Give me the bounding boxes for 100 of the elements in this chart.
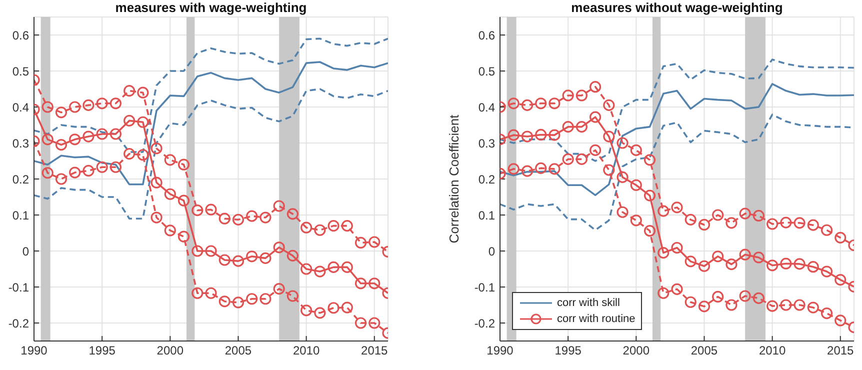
y-tick-label: -0.2 <box>474 316 496 330</box>
point <box>314 224 326 236</box>
point <box>548 129 560 141</box>
point <box>42 101 54 113</box>
point <box>246 293 258 305</box>
x-tick-label: 2010 <box>292 344 320 358</box>
point <box>124 85 136 97</box>
x-tick-label: 1990 <box>486 344 514 358</box>
point <box>658 205 670 217</box>
point <box>630 179 642 191</box>
point <box>780 258 792 270</box>
point <box>354 236 367 249</box>
point <box>739 248 751 260</box>
point <box>658 247 670 259</box>
point <box>124 148 136 160</box>
x-tick-label: 2010 <box>758 344 786 358</box>
chart-title: measures with wage-weighting <box>114 0 308 15</box>
point <box>314 307 326 319</box>
point <box>548 98 560 110</box>
point <box>368 278 380 290</box>
point <box>82 164 94 177</box>
point <box>137 86 149 98</box>
point <box>218 212 230 224</box>
point <box>739 290 751 302</box>
point <box>616 206 628 218</box>
point <box>328 220 340 232</box>
point <box>698 260 710 272</box>
x-tick-label: 2005 <box>690 344 718 358</box>
point <box>630 144 642 156</box>
point <box>354 278 367 290</box>
point <box>178 194 190 206</box>
point <box>698 218 710 231</box>
point <box>205 204 217 216</box>
y-tick-label: 0 <box>488 244 496 258</box>
point <box>820 224 833 236</box>
y-axis-title: Correlation Coefficient <box>446 114 462 244</box>
point <box>726 258 738 270</box>
point <box>192 204 204 216</box>
point <box>137 149 149 161</box>
point <box>82 130 94 142</box>
point <box>780 216 792 228</box>
point <box>658 287 670 299</box>
x-tick-label: 2005 <box>224 344 252 358</box>
point <box>590 144 602 156</box>
point <box>671 283 683 295</box>
point <box>260 293 272 305</box>
point <box>644 190 656 202</box>
point <box>150 142 162 154</box>
line-series <box>34 88 388 220</box>
line-series <box>34 61 388 186</box>
point <box>232 214 244 226</box>
point <box>246 210 258 222</box>
point <box>354 317 367 329</box>
point <box>834 232 846 244</box>
point <box>110 98 122 110</box>
point <box>96 161 108 173</box>
point <box>218 296 230 308</box>
point <box>644 154 656 166</box>
point <box>82 99 94 111</box>
point <box>508 98 520 110</box>
point <box>205 245 217 257</box>
point <box>576 153 588 165</box>
point <box>834 314 846 326</box>
point <box>535 128 547 141</box>
point <box>273 283 285 295</box>
point <box>590 111 602 123</box>
x-tick-label: 1995 <box>554 344 582 358</box>
point <box>766 260 778 272</box>
point <box>766 300 778 312</box>
point <box>726 299 738 311</box>
point <box>834 274 846 286</box>
point <box>300 304 312 316</box>
point <box>150 212 162 224</box>
x-tick-label: 2015 <box>827 344 854 358</box>
point <box>576 90 588 102</box>
y-tick-label: 0.2 <box>12 172 30 186</box>
point <box>508 129 520 141</box>
x-tick-label: 2000 <box>156 344 184 358</box>
point <box>616 171 628 183</box>
point <box>300 263 312 275</box>
x-tick-label: 1995 <box>88 344 116 358</box>
y-tick-label: 0.3 <box>12 136 30 150</box>
point <box>55 173 68 185</box>
point <box>42 134 54 146</box>
point <box>684 256 696 268</box>
point <box>752 252 764 264</box>
point <box>218 254 230 266</box>
point <box>164 188 176 200</box>
point <box>260 212 272 224</box>
legend-label: corr with skill <box>557 297 620 309</box>
point <box>807 219 819 231</box>
point <box>341 302 353 314</box>
point <box>603 99 615 111</box>
point <box>576 121 588 133</box>
point <box>712 290 724 303</box>
point <box>590 81 602 93</box>
point <box>300 222 312 234</box>
point <box>368 236 380 248</box>
point <box>286 250 298 262</box>
point <box>328 261 340 273</box>
